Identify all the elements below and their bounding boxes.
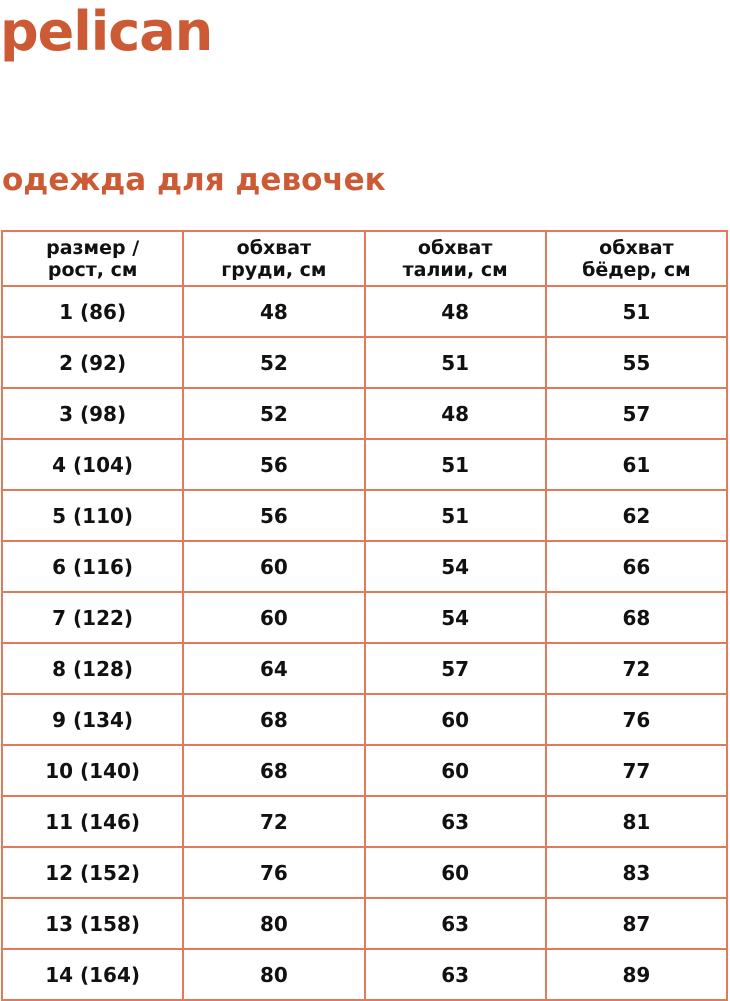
cell-hips: 76 bbox=[544, 693, 729, 746]
cell-waist: 60 bbox=[363, 693, 547, 746]
cell-chest: 56 bbox=[182, 489, 366, 542]
cell-size-height: 10 (140) bbox=[0, 744, 185, 797]
cell-hips: 89 bbox=[544, 948, 729, 1001]
cell-chest: 52 bbox=[182, 336, 366, 389]
header-line: обхват bbox=[599, 236, 674, 259]
cell-size-height: 8 (128) bbox=[0, 642, 185, 695]
cell-size-height: 5 (110) bbox=[0, 489, 185, 542]
cell-hips: 68 bbox=[544, 591, 729, 644]
header-line: обхват bbox=[417, 236, 493, 259]
cell-waist: 60 bbox=[363, 744, 547, 797]
table-row: 1 (86) 48 48 51 bbox=[0, 285, 729, 338]
header-line: талии, см bbox=[402, 258, 508, 281]
table-row: 4 (104) 56 51 61 bbox=[0, 438, 729, 491]
cell-waist: 60 bbox=[363, 846, 547, 899]
cell-chest: 60 bbox=[182, 540, 366, 593]
cell-size-height: 3 (98) bbox=[0, 387, 185, 440]
cell-chest: 76 bbox=[182, 846, 366, 899]
cell-size-height: 9 (134) bbox=[0, 693, 185, 746]
cell-hips: 87 bbox=[544, 897, 729, 950]
cell-hips: 83 bbox=[544, 846, 729, 899]
table-header-row: размер / рост, см обхват груди, см обхват тал… bbox=[0, 230, 729, 287]
cell-waist: 63 bbox=[363, 948, 547, 1001]
cell-hips: 55 bbox=[544, 336, 729, 389]
cell-waist: 51 bbox=[363, 489, 547, 542]
cell-chest: 68 bbox=[182, 693, 366, 746]
cell-chest: 48 bbox=[182, 285, 366, 338]
table-row: 5 (110) 56 51 62 bbox=[0, 489, 729, 542]
cell-hips: 61 bbox=[544, 438, 729, 491]
cell-waist: 54 bbox=[363, 540, 547, 593]
cell-hips: 72 bbox=[544, 642, 729, 695]
header-chest: обхват груди, см bbox=[182, 230, 366, 287]
size-chart-table: размер / рост, см обхват груди, см обхват тал… bbox=[0, 230, 729, 1001]
cell-size-height: 14 (164) bbox=[0, 948, 185, 1001]
header-size-height: размер / рост, см bbox=[0, 230, 185, 287]
header-line: размер / bbox=[46, 236, 140, 259]
table-row: 2 (92) 52 51 55 bbox=[0, 336, 729, 389]
table-row: 3 (98) 52 48 57 bbox=[0, 387, 729, 440]
table-row: 14 (164) 80 63 89 bbox=[0, 948, 729, 1001]
cell-waist: 51 bbox=[363, 438, 547, 491]
cell-size-height: 12 (152) bbox=[0, 846, 185, 899]
cell-chest: 56 bbox=[182, 438, 366, 491]
header-waist: обхват талии, см bbox=[363, 230, 547, 287]
pelican-logo: pelican bbox=[0, 0, 213, 63]
page-title: одежда для девочек bbox=[2, 162, 386, 198]
cell-hips: 57 bbox=[544, 387, 729, 440]
cell-waist: 48 bbox=[363, 387, 547, 440]
cell-size-height: 13 (158) bbox=[0, 897, 185, 950]
header-line: груди, см bbox=[221, 258, 327, 281]
cell-size-height: 1 (86) bbox=[0, 285, 185, 338]
cell-chest: 72 bbox=[182, 795, 366, 848]
cell-chest: 60 bbox=[182, 591, 366, 644]
header-hips: обхват бёдер, см bbox=[544, 230, 729, 287]
header-line: обхват bbox=[236, 236, 312, 259]
table-row: 9 (134) 68 60 76 bbox=[0, 693, 729, 746]
cell-waist: 63 bbox=[363, 795, 547, 848]
cell-waist: 63 bbox=[363, 897, 547, 950]
table-row: 6 (116) 60 54 66 bbox=[0, 540, 729, 593]
cell-size-height: 6 (116) bbox=[0, 540, 185, 593]
cell-chest: 68 bbox=[182, 744, 366, 797]
table-row: 13 (158) 80 63 87 bbox=[0, 897, 729, 950]
cell-size-height: 2 (92) bbox=[0, 336, 185, 389]
cell-chest: 52 bbox=[182, 387, 366, 440]
table-row: 7 (122) 60 54 68 bbox=[0, 591, 729, 644]
cell-size-height: 11 (146) bbox=[0, 795, 185, 848]
header-line: рост, см bbox=[47, 258, 138, 281]
cell-waist: 57 bbox=[363, 642, 547, 695]
table-row: 11 (146) 72 63 81 bbox=[0, 795, 729, 848]
cell-chest: 64 bbox=[182, 642, 366, 695]
table-row: 12 (152) 76 60 83 bbox=[0, 846, 729, 899]
cell-hips: 62 bbox=[544, 489, 729, 542]
cell-chest: 80 bbox=[182, 948, 366, 1001]
cell-waist: 54 bbox=[363, 591, 547, 644]
cell-size-height: 4 (104) bbox=[0, 438, 185, 491]
cell-waist: 48 bbox=[363, 285, 547, 338]
cell-hips: 81 bbox=[544, 795, 729, 848]
cell-hips: 77 bbox=[544, 744, 729, 797]
table-row: 8 (128) 64 57 72 bbox=[0, 642, 729, 695]
header-line: бёдер, см bbox=[582, 258, 691, 281]
cell-hips: 66 bbox=[544, 540, 729, 593]
cell-chest: 80 bbox=[182, 897, 366, 950]
cell-waist: 51 bbox=[363, 336, 547, 389]
cell-hips: 51 bbox=[544, 285, 729, 338]
cell-size-height: 7 (122) bbox=[0, 591, 185, 644]
table-row: 10 (140) 68 60 77 bbox=[0, 744, 729, 797]
